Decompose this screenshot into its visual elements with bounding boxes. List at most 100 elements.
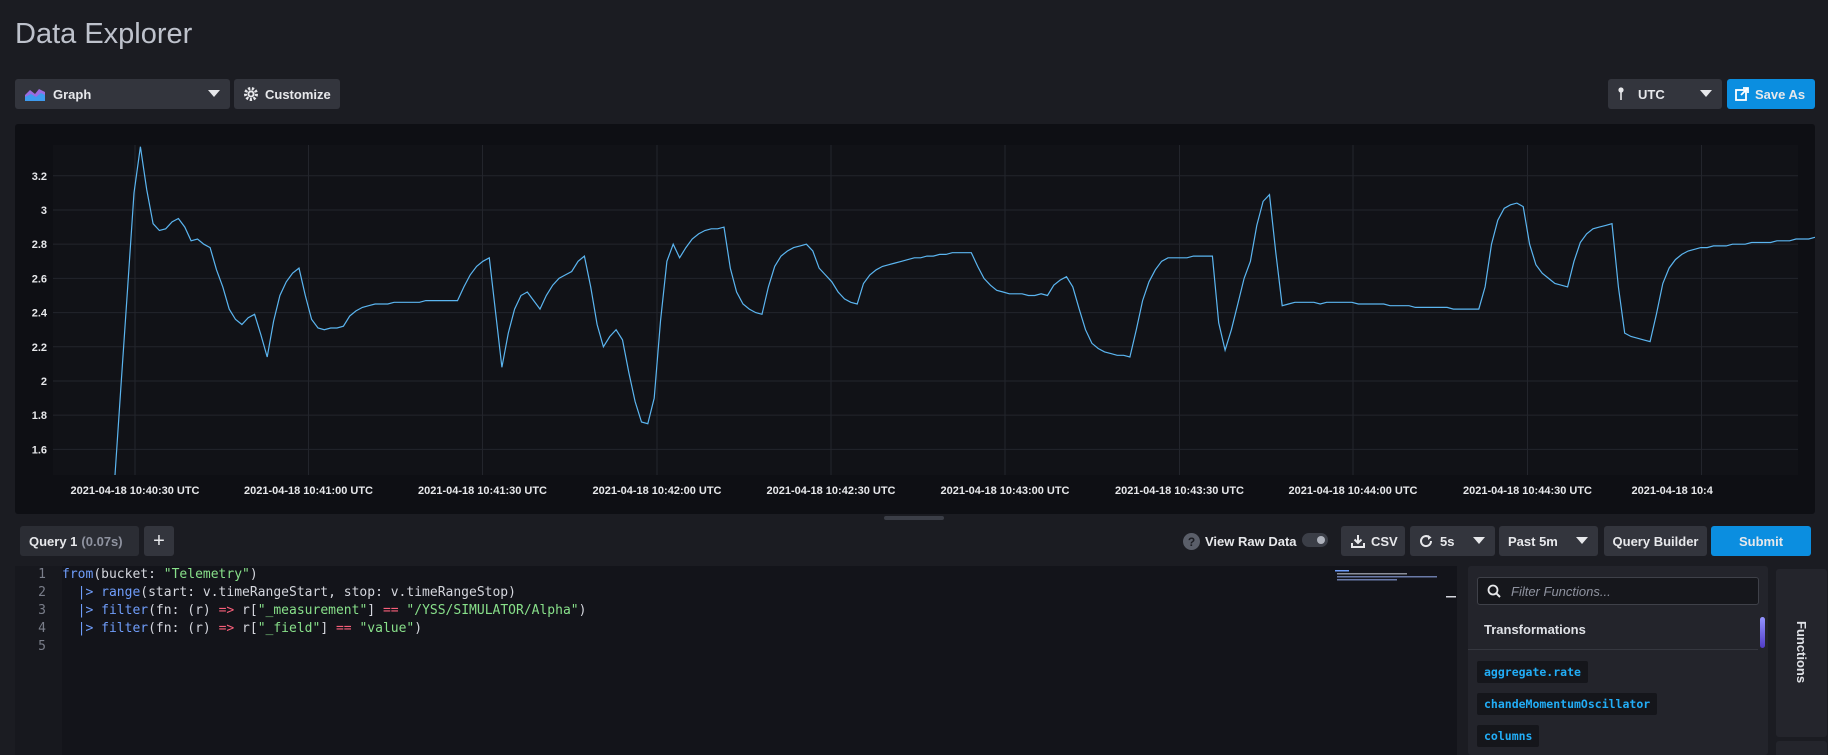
query-toolbar: Query 1 (0.07s) + ? View Raw Data CSV 5s…	[0, 522, 1828, 562]
download-icon	[1351, 534, 1365, 548]
timezone-dropdown[interactable]: UTC	[1608, 79, 1722, 109]
line-number: 4	[38, 621, 46, 636]
code-token: "_field"	[257, 621, 321, 636]
csv-button[interactable]: CSV	[1341, 526, 1405, 556]
x-tick-label: 2021-04-18 10:43:00 UTC	[940, 485, 1069, 497]
functions-tab[interactable]: Functions	[1776, 569, 1827, 737]
chevron-down-icon	[1576, 537, 1588, 545]
code-line[interactable]: |> filter(fn: (r) => r["_measurement"] =…	[62, 602, 587, 620]
filter-functions-input[interactable]	[1509, 582, 1753, 600]
submit-button[interactable]: Submit	[1711, 526, 1811, 556]
code-line[interactable]: |> filter(fn: (r) => r["_field"] == "val…	[62, 620, 422, 638]
code-token: ]	[320, 621, 336, 636]
search-icon	[1487, 584, 1501, 598]
y-tick-label: 3.2	[32, 171, 47, 183]
code-token: (bucket:	[93, 567, 164, 582]
csv-label: CSV	[1371, 533, 1398, 549]
save-as-button[interactable]: Save As	[1727, 79, 1815, 109]
code-token: "/YSS/SIMULATOR/Alpha"	[406, 603, 579, 618]
code-token: ==	[335, 621, 352, 636]
y-tick-label: 1.6	[32, 444, 47, 456]
code-token: (start: v.timeRangeStart, stop: v.timeRa…	[140, 585, 516, 600]
line-number: 2	[38, 585, 46, 600]
function-item[interactable]: chandeMomentumOscillator	[1477, 693, 1658, 715]
vis-type-dropdown[interactable]: Graph	[15, 79, 230, 109]
x-tick-label: 2021-04-18 10:44:00 UTC	[1288, 485, 1417, 497]
line-number: 3	[38, 603, 46, 618]
query-tab-time: (0.07s)	[81, 533, 123, 549]
flux-code-editor[interactable]: 1 2 3 4 5 from(bucket: "Telemetry") |> r…	[15, 566, 1327, 755]
refresh-dropdown[interactable]: 5s	[1410, 526, 1495, 556]
add-query-button[interactable]: +	[144, 526, 174, 556]
code-token: |>	[62, 621, 102, 636]
line-number-gutter: 1 2 3 4 5	[15, 566, 62, 755]
refresh-interval-label: 5s	[1440, 533, 1455, 549]
add-query-label: +	[153, 529, 165, 552]
query-tab-label: Query 1	[29, 533, 78, 549]
code-token: filter	[101, 603, 149, 618]
code-token: range	[101, 585, 141, 600]
category-heading: Transformations	[1484, 622, 1586, 637]
line-number: 5	[38, 639, 46, 654]
code-token: "Telemetry"	[163, 567, 250, 582]
y-tick-label: 1.8	[32, 410, 47, 422]
code-token: |>	[62, 603, 102, 618]
code-token: filter	[101, 621, 149, 636]
vis-type-label: Graph	[53, 86, 92, 102]
code-line[interactable]: |> range(start: v.timeRangeStart, stop: …	[62, 584, 516, 602]
code-line[interactable]: from(bucket: "Telemetry")	[62, 566, 258, 584]
code-area[interactable]: from(bucket: "Telemetry") |> range(start…	[62, 566, 1327, 755]
line-number: 1	[38, 567, 46, 582]
plot-area	[53, 145, 1798, 475]
x-tick-label: 2021-04-18 10:41:00 UTC	[244, 485, 373, 497]
function-item[interactable]: columns	[1477, 725, 1540, 747]
code-token: =>	[218, 621, 235, 636]
x-tick-label: 2021-04-18 10:41:30 UTC	[418, 485, 547, 497]
graph-panel: 1.6 1.8 2 2.2 2.4 2.6 2.8 3 3.2 2021-04-18 10:40:…	[15, 124, 1815, 514]
customize-button[interactable]: Customize	[234, 79, 340, 109]
functions-tab-label: Functions	[1794, 621, 1809, 684]
customize-label: Customize	[265, 86, 331, 102]
timezone-label: UTC	[1638, 86, 1665, 102]
filter-functions-field[interactable]	[1477, 577, 1759, 605]
time-range-dropdown[interactable]: Past 5m	[1499, 526, 1598, 556]
code-token: ]	[367, 603, 383, 618]
code-token: |>	[62, 585, 102, 600]
view-raw-data-toggle[interactable]	[1302, 533, 1328, 547]
code-token: from	[62, 567, 94, 582]
code-token: (fn: (r)	[148, 621, 219, 636]
pin-icon	[1618, 87, 1624, 101]
x-tick-label: 2021-04-18 10:40:30 UTC	[70, 485, 199, 497]
category-divider	[1468, 649, 1758, 650]
view-raw-data-label: View Raw Data	[1205, 534, 1297, 549]
chevron-down-icon	[1700, 90, 1712, 98]
editor-minimap[interactable]	[1327, 566, 1457, 755]
submit-label: Submit	[1738, 533, 1784, 549]
resize-handle[interactable]	[884, 516, 944, 520]
export-icon	[1735, 87, 1749, 101]
code-token: "value"	[359, 621, 415, 636]
gear-icon	[243, 86, 259, 102]
code-token: r[	[234, 621, 258, 636]
function-item[interactable]: aggregate.rate	[1477, 661, 1588, 683]
y-tick-label: 2.4	[32, 308, 48, 320]
query-builder-button[interactable]: Query Builder	[1604, 526, 1707, 556]
secondary-tab[interactable]	[1776, 741, 1827, 755]
y-tick-label: 3	[41, 205, 47, 217]
x-tick-label: 2021-04-18 10:44:30 UTC	[1463, 485, 1592, 497]
save-as-label: Save As	[1755, 86, 1806, 102]
x-tick-label: 2021-04-18 10:4	[1632, 485, 1714, 497]
functions-scrollbar[interactable]	[1760, 617, 1765, 648]
y-tick-label: 2.8	[32, 239, 47, 251]
series-line	[114, 146, 1815, 476]
query-builder-label: Query Builder	[1612, 533, 1699, 549]
line-chart[interactable]: 1.6 1.8 2 2.2 2.4 2.6 2.8 3 3.2 2021-04-18 10:40:…	[15, 124, 1815, 514]
code-token: "_measurement"	[257, 603, 368, 618]
help-icon[interactable]: ?	[1183, 533, 1200, 550]
chevron-down-icon	[208, 90, 220, 98]
y-tick-label: 2.2	[32, 342, 47, 354]
code-token: =>	[218, 603, 235, 618]
x-tick-label: 2021-04-18 10:42:30 UTC	[766, 485, 895, 497]
functions-panel: Transformations aggregate.rate chandeMom…	[1468, 566, 1768, 755]
query-tab[interactable]: Query 1 (0.07s)	[20, 526, 139, 556]
